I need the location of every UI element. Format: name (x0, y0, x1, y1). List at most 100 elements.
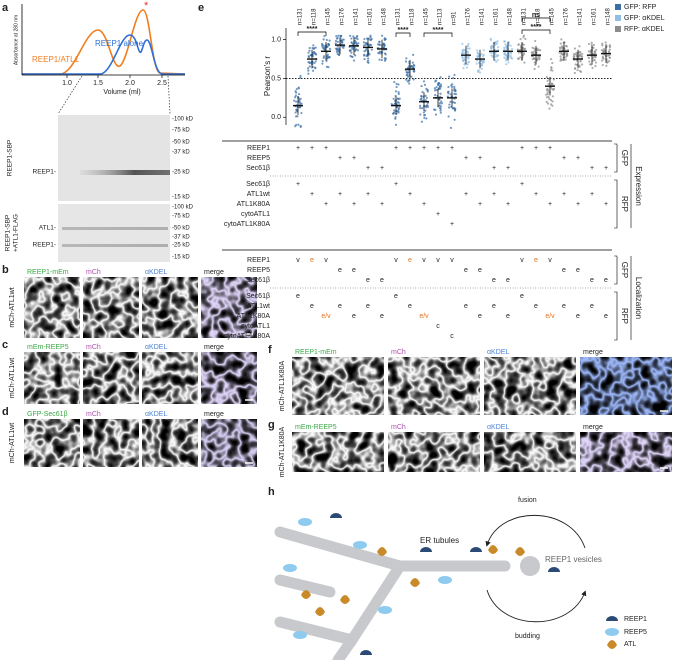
data-point (466, 47, 469, 50)
bracket (297, 31, 327, 36)
data-point (394, 123, 398, 126)
data-point (453, 108, 456, 111)
data-point (354, 49, 357, 53)
cell: + (506, 201, 510, 208)
tubule (274, 560, 406, 647)
data-point (382, 46, 386, 49)
group-label: GFP (620, 150, 629, 166)
image-title: merge (204, 344, 224, 351)
data-point (323, 35, 326, 38)
data-point (505, 63, 508, 66)
data-point (578, 53, 581, 57)
data-point (590, 41, 593, 44)
data-point (560, 38, 563, 41)
data-point (413, 69, 416, 72)
data-point (433, 87, 436, 90)
bracket (521, 17, 551, 22)
data-point (482, 61, 486, 64)
data-point (467, 60, 470, 63)
cell: + (520, 145, 524, 152)
data-point (395, 106, 399, 109)
data-point (340, 34, 343, 37)
cell: + (492, 191, 496, 198)
data-point (519, 37, 522, 41)
data-point (440, 85, 443, 88)
data-point (602, 50, 605, 53)
data-point (447, 106, 451, 109)
data-point (323, 47, 326, 51)
cell: v (436, 257, 440, 264)
data-point (550, 66, 553, 69)
cell: + (506, 165, 510, 172)
panel-label: h (268, 486, 275, 498)
cell: v (520, 257, 524, 264)
data-point (503, 48, 506, 51)
data-point (410, 65, 413, 68)
data-point (398, 97, 401, 100)
data-point (397, 92, 400, 96)
data-point (463, 56, 466, 59)
data-point (425, 96, 428, 99)
data-point (307, 72, 310, 75)
data-point (380, 58, 383, 62)
cell: e (366, 303, 370, 310)
cell: + (352, 155, 356, 162)
row-label: cytoATL1 (241, 323, 270, 330)
data-point (367, 57, 370, 60)
legend-label: REEP1 (624, 616, 647, 623)
data-point (421, 91, 424, 94)
micrograph-signal (388, 432, 480, 472)
n-label: n=145 (424, 7, 430, 25)
data-point (503, 46, 506, 49)
group-label: RFP (620, 196, 629, 212)
data-point (490, 54, 493, 57)
ladder-label: -15 kD (172, 195, 190, 201)
micrograph-signal (24, 419, 80, 467)
legend-label: ATL (624, 641, 636, 648)
data-point (350, 42, 354, 45)
data-point (452, 76, 455, 80)
data-point (465, 66, 469, 69)
cell: + (604, 201, 608, 208)
row-label: REEP1 (247, 145, 270, 152)
data-point (313, 66, 317, 69)
data-point (426, 90, 429, 93)
micrograph-signal (580, 357, 672, 415)
row-label: cytoATL1K80A (224, 221, 271, 228)
image-title: GFP-Sec61β (27, 411, 68, 418)
row-label: cytoATL1K80A (224, 333, 271, 340)
data-point (532, 50, 535, 53)
data-point (601, 63, 604, 67)
data-point (439, 109, 442, 112)
data-point (439, 76, 442, 79)
data-point (546, 93, 549, 96)
significance: ns (532, 12, 540, 19)
data-point (370, 48, 373, 51)
data-point (362, 41, 366, 44)
data-point (548, 97, 551, 101)
data-point (551, 61, 554, 65)
data-point (348, 49, 351, 53)
image-title: mEm-REEP5 (27, 344, 69, 351)
data-point (312, 47, 315, 50)
micrograph-signal (142, 277, 198, 338)
data-point (461, 52, 464, 55)
data-point (405, 74, 408, 77)
data-point (297, 87, 301, 90)
data-point (453, 118, 456, 121)
label: ER tubules (420, 536, 459, 545)
data-point (494, 43, 497, 46)
data-point (534, 39, 537, 43)
group-bracket (614, 179, 618, 229)
data-point (538, 58, 541, 61)
legend-label: REEP5 (624, 629, 647, 636)
image-title: merge (204, 411, 224, 418)
data-point (396, 100, 399, 104)
micrograph-signal (24, 352, 80, 404)
data-point (547, 95, 550, 99)
data-point (446, 91, 450, 94)
data-point (580, 63, 584, 66)
ladder-label: -75 kD (172, 214, 190, 220)
data-point (327, 44, 331, 47)
data-point (336, 40, 339, 43)
